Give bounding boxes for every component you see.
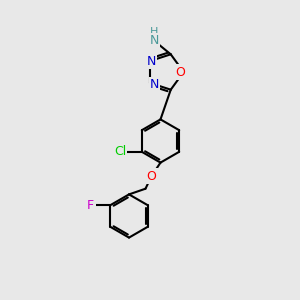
Text: N: N <box>147 55 156 68</box>
Text: N: N <box>150 78 159 91</box>
Text: O: O <box>175 65 185 79</box>
Text: H: H <box>150 27 158 38</box>
Text: Cl: Cl <box>114 145 126 158</box>
Text: O: O <box>147 169 156 183</box>
Text: F: F <box>87 199 94 212</box>
Text: N: N <box>150 34 159 47</box>
